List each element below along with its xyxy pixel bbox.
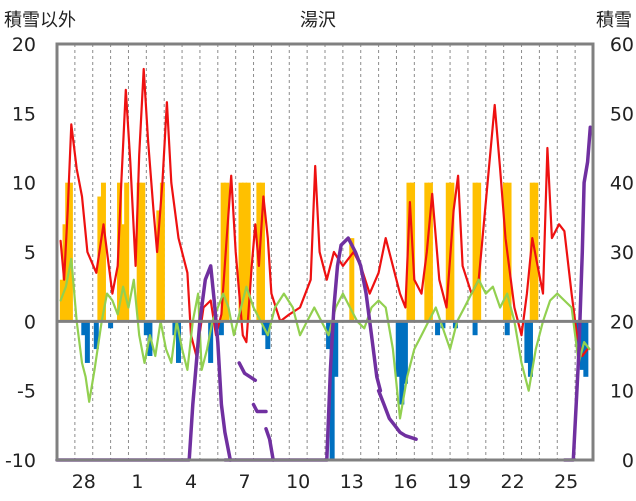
bar-orange: [238, 182, 244, 322]
bar-blue: [395, 321, 401, 377]
bar-orange: [506, 182, 512, 322]
left-tick-label: 20: [12, 34, 36, 56]
bar-blue: [175, 321, 181, 363]
x-tick-label: 19: [447, 471, 471, 493]
right-tick-label: 60: [610, 34, 634, 56]
x-tick-label: 16: [393, 471, 417, 493]
left-tick-label: -5: [17, 381, 36, 403]
bar-orange: [445, 182, 451, 322]
line-purple: [264, 427, 275, 462]
bar-orange: [220, 182, 226, 322]
bar-orange: [59, 279, 65, 322]
x-tick-label: 28: [72, 471, 96, 493]
right-tick-label: 10: [610, 381, 634, 403]
bar-orange: [349, 238, 355, 322]
bar-orange: [97, 196, 103, 322]
bar-orange: [100, 182, 106, 322]
bar-blue: [81, 321, 87, 336]
bar-orange: [120, 224, 126, 322]
x-tick-label: 25: [554, 471, 578, 493]
left-tick-label: 15: [12, 103, 36, 125]
left-tick-label: 5: [24, 242, 36, 264]
x-tick-label: 22: [501, 471, 525, 493]
bar-blue: [329, 321, 335, 460]
bar-orange: [242, 182, 248, 322]
left-axis-label: 積雪以外: [4, 10, 76, 31]
bar-orange: [140, 182, 146, 322]
bar-orange: [124, 182, 130, 322]
line-purple: [251, 402, 268, 414]
bar-series: [59, 182, 589, 460]
bar-orange: [156, 210, 162, 322]
plot-frame: [55, 42, 595, 462]
vertical-gridlines: [74, 44, 576, 460]
bar-blue: [84, 321, 90, 363]
bar-orange: [427, 182, 433, 322]
x-tick-label: 13: [340, 471, 364, 493]
bar-orange: [245, 182, 251, 322]
line-purple: [237, 361, 258, 383]
x-tick-label: 7: [239, 471, 251, 493]
bar-blue: [143, 321, 149, 336]
bar-orange: [136, 182, 142, 322]
line-purple: [376, 388, 418, 441]
x-tick-label: 10: [286, 471, 310, 493]
x-tick-label: 1: [131, 471, 143, 493]
right-axis-label: 積雪: [596, 10, 632, 31]
line-purple: [55, 264, 233, 462]
right-tick-label: 50: [610, 103, 634, 125]
bar-blue: [218, 321, 224, 336]
bar-blue: [504, 321, 510, 336]
left-tick-label: 10: [12, 173, 36, 195]
x-tick-label: 4: [185, 471, 197, 493]
bar-blue: [399, 321, 405, 405]
bar-blue: [527, 321, 533, 377]
bar-orange: [67, 182, 73, 322]
bar-blue: [583, 321, 589, 377]
bar-orange: [449, 182, 455, 322]
bar-blue: [440, 321, 446, 329]
bar-orange: [529, 182, 535, 322]
line-purple: [562, 125, 593, 462]
bar-blue: [108, 321, 114, 329]
line-purple: [223, 236, 383, 462]
right-tick-label: 20: [610, 311, 634, 333]
right-tick-label: 0: [622, 450, 634, 472]
bar-blue: [524, 321, 530, 363]
bar-orange: [502, 182, 508, 322]
bar-blue: [402, 321, 408, 384]
bar-blue: [472, 321, 478, 336]
right-tick-label: 40: [610, 173, 634, 195]
left-tick-label: 0: [24, 311, 36, 333]
bar-blue: [208, 321, 214, 363]
bar-orange: [117, 182, 123, 322]
bar-orange: [406, 182, 412, 322]
bar-orange: [259, 182, 265, 322]
bar-blue: [93, 321, 99, 350]
bar-orange: [159, 182, 165, 322]
bar-blue: [435, 321, 441, 336]
right-tick-label: 30: [610, 242, 634, 264]
bar-orange: [472, 182, 478, 322]
bar-orange: [65, 182, 71, 322]
bar-blue: [333, 321, 339, 377]
left-tick-label: -10: [5, 450, 36, 472]
chart-title: 湯沢: [300, 10, 336, 31]
bar-orange: [476, 182, 482, 322]
